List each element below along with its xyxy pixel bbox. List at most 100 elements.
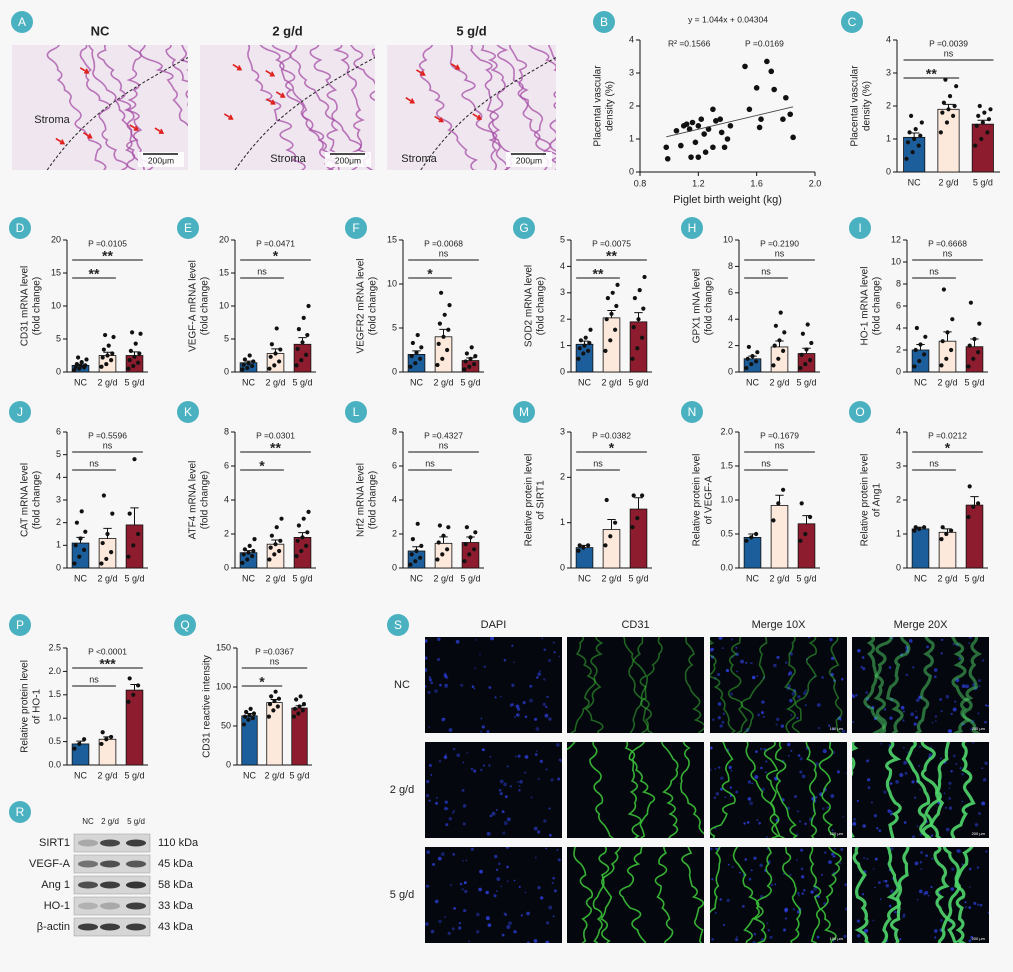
protein-label: HO-1 (44, 900, 70, 912)
nucleus (838, 862, 842, 865)
nucleus (545, 940, 550, 943)
x-tick-label: 2 g/d (433, 377, 453, 387)
data-point (435, 557, 440, 562)
nucleus (872, 867, 875, 870)
nucleus (787, 684, 791, 688)
panel-letter: O (855, 405, 864, 419)
nucleus (968, 939, 972, 943)
data-point (82, 547, 87, 552)
nucleus (719, 898, 722, 901)
data-point (468, 356, 473, 361)
y-tick-label: 15 (51, 267, 61, 277)
nucleus (775, 723, 778, 726)
size-label: 110 kDa (158, 837, 199, 849)
nucleus (870, 801, 873, 804)
nucleus (918, 764, 921, 767)
y-tick-label: 5 (56, 449, 61, 459)
x-tick-label: 5 g/d (124, 377, 144, 387)
nucleus (800, 867, 804, 871)
nucleus (513, 929, 517, 934)
nucleus (489, 814, 493, 818)
nucleus (557, 777, 561, 781)
data-point (132, 457, 137, 462)
nucleus (866, 759, 870, 763)
scale-label: 200μm (516, 155, 542, 165)
nucleus (902, 914, 906, 919)
panel-badge (345, 217, 367, 239)
data-point (463, 359, 468, 364)
data-point (940, 525, 945, 530)
x-tick-label: NC (242, 377, 255, 387)
y-tick-label: 2 (560, 472, 565, 482)
vessel-stain (681, 847, 704, 943)
nucleus (961, 684, 966, 688)
nucleus (504, 795, 508, 799)
nucleus (459, 882, 463, 886)
vessel-stain (684, 637, 704, 733)
data-point (442, 312, 447, 317)
data-point (941, 287, 946, 292)
nucleus (478, 887, 482, 892)
nucleus (489, 755, 492, 758)
vessel-stain (710, 637, 737, 733)
nucleus (425, 685, 427, 688)
p-value: P =0.0068 (424, 238, 463, 248)
x-tick-label: NC (410, 573, 423, 583)
significance-label: ns (761, 458, 771, 468)
nucleus (861, 656, 865, 659)
nucleus (515, 704, 520, 709)
data-point (72, 746, 77, 751)
y-tick-label: 0 (392, 366, 397, 376)
significance-label: ns (929, 266, 939, 276)
data-point (127, 676, 132, 681)
y-tick-label: 10 (219, 300, 229, 310)
vessel-stain (954, 847, 974, 943)
nucleus (908, 639, 913, 643)
image-title: 2 g/d (272, 23, 302, 38)
data-point (250, 363, 255, 369)
nucleus (827, 724, 831, 727)
nucleus (952, 754, 956, 758)
nucleus (463, 909, 467, 913)
nucleus (711, 718, 715, 721)
nucleus (518, 885, 521, 888)
image-background (567, 847, 704, 943)
nucleus (462, 761, 465, 764)
data-point (240, 560, 245, 566)
data-point (277, 548, 282, 554)
boundary (46, 57, 188, 170)
nucleus (903, 821, 907, 824)
fluorescence-image (567, 742, 704, 838)
panel-badge (11, 11, 33, 33)
nucleus (845, 731, 847, 733)
nucleus (755, 750, 758, 753)
x-tick-label: 2 g/d (937, 377, 957, 387)
nucleus (441, 717, 446, 722)
data-point (246, 361, 251, 366)
data-point (77, 741, 82, 747)
blot-band (78, 860, 98, 868)
nucleus (831, 852, 835, 856)
data-point (102, 332, 108, 338)
data-point (300, 535, 305, 540)
vessel-stain (599, 847, 622, 943)
nucleus (842, 815, 845, 818)
data-point (447, 303, 452, 308)
nucleus (506, 817, 511, 822)
nucleus (926, 645, 929, 649)
nucleus (911, 780, 915, 784)
p-value: P =0.0075 (592, 238, 631, 248)
data-point (271, 708, 276, 713)
nucleus (535, 750, 538, 753)
data-point (922, 525, 927, 530)
nucleus (496, 877, 501, 882)
nucleus (845, 772, 847, 775)
nucleus (547, 658, 552, 662)
nucleus (878, 829, 882, 832)
data-point (673, 127, 680, 134)
nucleus (508, 921, 512, 926)
p-value: P =0.4327 (424, 430, 463, 440)
nucleus (757, 713, 761, 717)
row-label: 2 g/d (390, 784, 414, 796)
nucleus (552, 641, 555, 644)
